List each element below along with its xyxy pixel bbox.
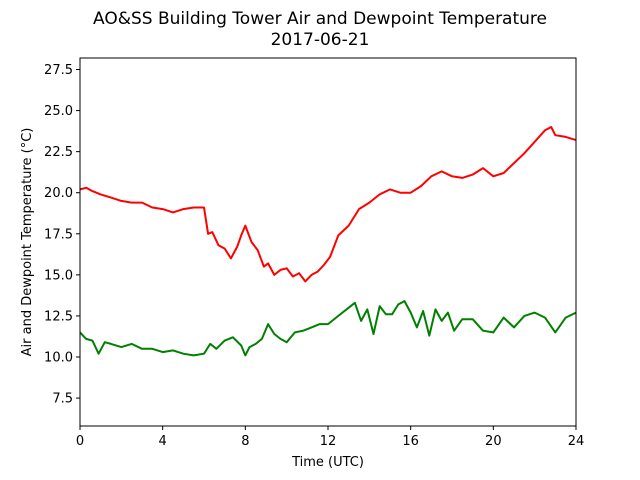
x-axis-label: Time (UTC) — [291, 455, 364, 470]
series-line-0 — [79, 126, 577, 283]
y-tick-label: 10.0 — [44, 351, 73, 366]
x-tick-label: 12 — [320, 434, 337, 449]
y-tick-label: 12.5 — [44, 309, 73, 324]
chart-subtitle: 2017-06-21 — [271, 30, 370, 50]
y-tick-label: 25.0 — [44, 104, 73, 119]
x-tick-label: 0 — [76, 434, 84, 449]
ticks-layer: 0 4 8 12 16 20 24 7.5 10.0 12.5 15.0 17.5 20.0 22.5 25… — [44, 63, 584, 449]
x-tick-label: 24 — [568, 434, 585, 449]
plot-frame — [79, 57, 577, 427]
y-tick-label: 20.0 — [44, 186, 73, 201]
x-tick-label: 8 — [241, 434, 249, 449]
y-tick-label: 27.5 — [44, 63, 73, 78]
y-axis-label: Air and Dewpoint Temperature (°C) — [20, 128, 35, 357]
chart-title: AO&SS Building Tower Air and Dewpoint Te… — [93, 9, 547, 29]
y-tick-label: 15.0 — [44, 268, 73, 283]
y-tick-label: 22.5 — [44, 145, 73, 160]
y-tick-label: 17.5 — [44, 227, 73, 242]
series-layer — [79, 126, 577, 357]
x-tick-label: 20 — [485, 434, 502, 449]
y-tick-label: 7.5 — [52, 392, 73, 407]
x-tick-label: 16 — [402, 434, 419, 449]
x-tick-label: 4 — [159, 434, 167, 449]
series-line-1 — [79, 300, 577, 357]
